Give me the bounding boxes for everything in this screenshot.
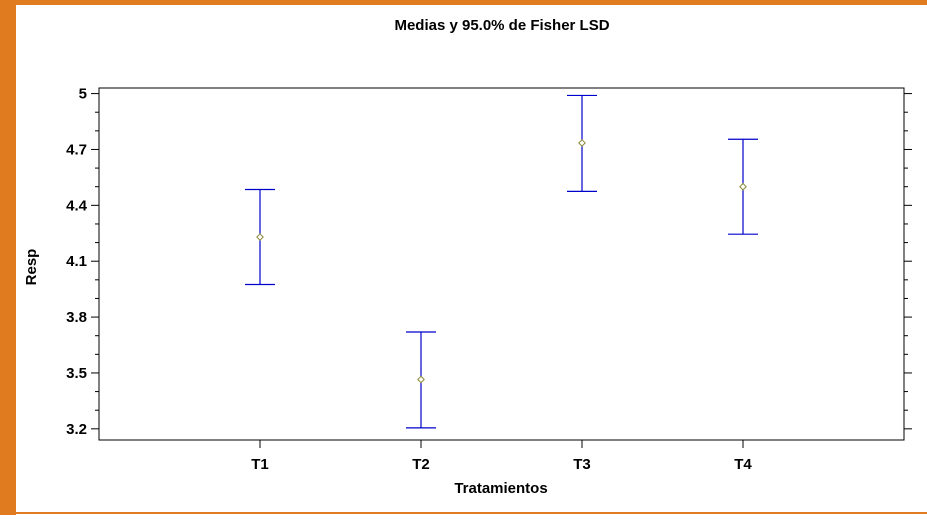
mean-marker [256, 233, 264, 241]
y-tick-label: 3.8 [66, 309, 87, 326]
plot-area [98, 87, 905, 441]
y-tick-label: 3.5 [66, 365, 87, 382]
y-axis-right [904, 93, 912, 430]
x-tick-label: T1 [251, 456, 269, 473]
x-axis-title: Tratamientos [454, 480, 547, 497]
y-axis: 3.2 3.5 3.8 4.1 4.4 4.7 5 [66, 86, 99, 438]
x-axis: T1 T2 T3 T4 [251, 440, 752, 473]
x-tick-label: T3 [573, 456, 591, 473]
x-tick-label: T2 [412, 456, 430, 473]
y-tick-label: 4.7 [66, 141, 87, 158]
frame-left-border [0, 0, 16, 515]
y-tick-label: 4.4 [66, 197, 88, 214]
mean-marker [417, 375, 425, 384]
error-bar-t2 [406, 331, 436, 429]
frame-bottom-border [16, 512, 927, 514]
frame-top-border [0, 0, 927, 5]
y-tick-label: 5 [79, 86, 87, 103]
mean-marker [578, 139, 586, 147]
error-bar-t1 [245, 188, 275, 286]
y-axis-title: Resp [23, 249, 40, 286]
error-bar-t3 [567, 94, 597, 192]
chart-title: Medias y 95.0% de Fisher LSD [394, 17, 609, 34]
y-tick-label: 3.2 [66, 421, 87, 438]
mean-marker [739, 182, 747, 191]
error-bar-t4 [728, 138, 758, 235]
x-tick-label: T4 [734, 456, 752, 473]
y-tick-label: 4.1 [66, 253, 87, 270]
error-bars [245, 94, 758, 429]
